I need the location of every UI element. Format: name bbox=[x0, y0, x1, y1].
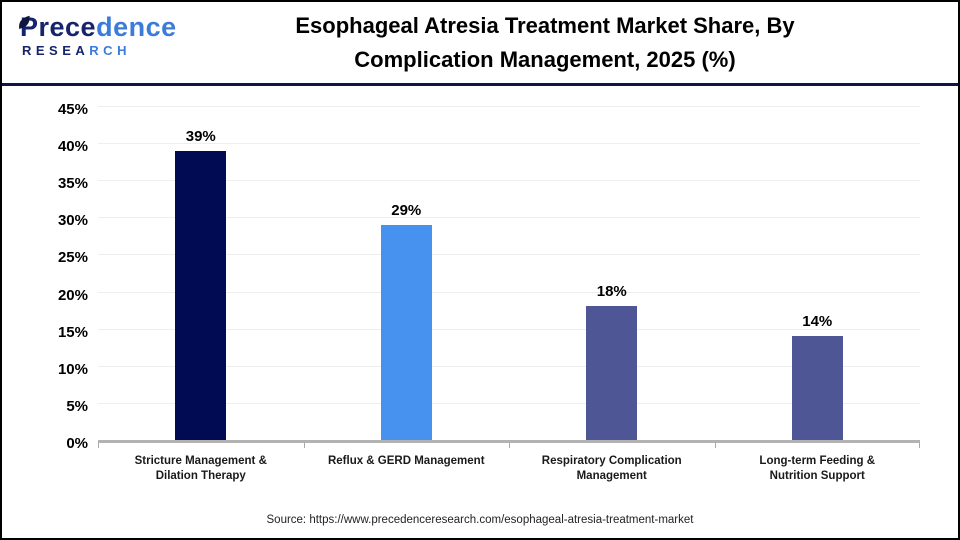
x-category-label: Stricture Management & Dilation Therapy bbox=[98, 454, 304, 484]
y-tick-label: 20% bbox=[57, 286, 88, 304]
logo-text-part: Prece bbox=[20, 12, 97, 42]
gridline bbox=[98, 217, 920, 219]
x-tick bbox=[509, 443, 510, 448]
x-category-label-line: Dilation Therapy bbox=[155, 470, 246, 482]
x-tick bbox=[919, 443, 920, 448]
x-category-label: Long-term Feeding & Nutrition Support bbox=[715, 454, 921, 484]
bar-2 bbox=[380, 224, 432, 440]
gridline bbox=[98, 254, 920, 256]
bar-value-label: 18% bbox=[596, 283, 627, 301]
y-tick-label: 10% bbox=[57, 360, 88, 378]
logo-research-text: RESEARCH bbox=[20, 44, 190, 57]
x-category-label-line: Management bbox=[576, 470, 647, 482]
gridline bbox=[98, 402, 920, 404]
x-category-label-line: Reflux & GERD Management bbox=[327, 455, 485, 467]
y-tick-label: 25% bbox=[57, 249, 88, 267]
precedence-research-logo: Precedence RESEARCH bbox=[19, 12, 190, 57]
header: Precedence RESEARCH Esophageal Atresia T… bbox=[2, 2, 958, 86]
chart-title-line2: Complication Management, 2025 (%) bbox=[354, 47, 736, 72]
logo-text-part: RESEA bbox=[22, 43, 90, 58]
logo-text-part: RCH bbox=[89, 43, 131, 58]
x-category-label: Respiratory Complication Management bbox=[509, 454, 715, 484]
x-tick bbox=[714, 443, 716, 448]
gridline bbox=[98, 180, 920, 182]
gridline bbox=[98, 365, 920, 367]
y-tick-label: 0% bbox=[66, 435, 88, 452]
gridline bbox=[98, 291, 920, 293]
source-citation: Source: https://www.precedenceresearch.c… bbox=[266, 514, 694, 526]
y-tick-label: 30% bbox=[57, 212, 88, 230]
y-tick-label: 35% bbox=[57, 175, 88, 193]
bar-value-label: 14% bbox=[802, 313, 833, 331]
bar-3 bbox=[586, 306, 638, 440]
chart-title-line1: Esophageal Atresia Treatment Market Shar… bbox=[295, 13, 795, 38]
logo-text-part: dence bbox=[96, 12, 177, 42]
x-tick bbox=[303, 443, 305, 448]
x-category-label-line: Stricture Management & bbox=[134, 455, 267, 467]
gridline bbox=[98, 328, 920, 330]
y-axis-labels: 0% 5% 10% 15% 20% 25% 30% 35% 40% 45% bbox=[2, 101, 88, 452]
gridline bbox=[98, 143, 920, 145]
leaf-icon bbox=[17, 8, 32, 35]
bar-4 bbox=[791, 336, 843, 440]
x-category-label-line: Respiratory Complication bbox=[541, 455, 682, 467]
chart-title: Esophageal Atresia Treatment Market Shar… bbox=[177, 9, 913, 77]
plot-area: 39% 29% 18% 14% bbox=[98, 106, 920, 448]
y-tick-label: 45% bbox=[57, 101, 88, 118]
bar-value-label: 29% bbox=[391, 201, 422, 219]
y-tick-label: 5% bbox=[66, 397, 88, 415]
bar-1 bbox=[175, 150, 227, 440]
bar-value-label: 39% bbox=[185, 127, 216, 145]
x-category-label-line: Long-term Feeding & bbox=[759, 455, 876, 467]
gridline bbox=[98, 106, 920, 107]
x-tick bbox=[98, 443, 99, 448]
logo-wordmark: Precedence bbox=[19, 12, 190, 42]
y-tick-label: 40% bbox=[57, 138, 88, 156]
x-axis-labels: Stricture Management & Dilation Therapy Re… bbox=[98, 454, 920, 484]
x-category-label: Reflux & GERD Management bbox=[304, 454, 510, 484]
y-tick-label: 15% bbox=[57, 323, 88, 341]
x-category-label-line: Nutrition Support bbox=[769, 470, 865, 482]
